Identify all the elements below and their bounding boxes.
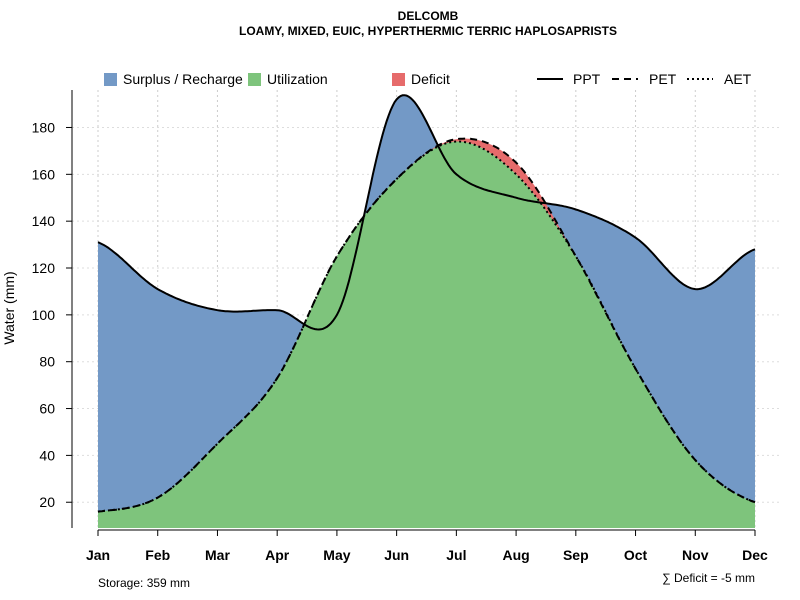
x-tick-label: Sep <box>563 547 589 563</box>
x-tick-label: Feb <box>145 547 170 563</box>
x-tick-label: Jun <box>384 547 409 563</box>
legend: Surplus / Recharge Utilization Deficit P… <box>104 71 752 87</box>
legend-swatch-deficit <box>392 73 405 86</box>
chart-subtitle: LOAMY, MIXED, EUIC, HYPERTHERMIC TERRIC … <box>239 24 617 38</box>
storage-note: Storage: 359 mm <box>98 576 190 590</box>
legend-label-surplus: Surplus / Recharge <box>123 71 243 87</box>
x-tick-label: Aug <box>502 547 529 563</box>
y-tick-label: 160 <box>32 166 56 182</box>
water-balance-lines <box>97 94 756 513</box>
y-tick-label: 100 <box>32 307 56 323</box>
y-tick-label: 180 <box>32 119 56 135</box>
series-line-ppt <box>97 94 756 331</box>
chart-title: DELCOMB <box>398 9 459 23</box>
x-tick-label: May <box>323 547 350 563</box>
legend-label-deficit: Deficit <box>411 71 450 87</box>
deficit-note: ∑ Deficit = -5 mm <box>662 571 755 585</box>
y-tick-label: 60 <box>39 401 55 417</box>
x-tick-label: Jan <box>86 547 110 563</box>
x-tick-label: Dec <box>742 547 768 563</box>
x-tick-label: Mar <box>205 547 230 563</box>
y-tick-label: 140 <box>32 213 56 229</box>
area-utilization <box>98 141 755 528</box>
x-tick-label: Oct <box>624 547 648 563</box>
legend-label-aet: AET <box>724 71 752 87</box>
legend-label-utilization: Utilization <box>267 71 328 87</box>
legend-label-ppt: PPT <box>573 71 601 87</box>
x-tick-label: Nov <box>682 547 709 563</box>
legend-label-pet: PET <box>649 71 677 87</box>
y-axis-label: Water (mm) <box>1 271 17 344</box>
x-tick-label: Jul <box>446 547 466 563</box>
y-tick-label: 80 <box>39 354 55 370</box>
series-line-aet <box>97 140 756 513</box>
legend-swatch-surplus <box>104 73 117 86</box>
y-tick-label: 20 <box>39 494 55 510</box>
x-tick-label: Apr <box>265 547 290 563</box>
water-balance-areas <box>98 95 755 528</box>
legend-swatch-utilization <box>248 73 261 86</box>
y-tick-label: 120 <box>32 260 56 276</box>
axes: 20 40 60 80 100 120 140 160 180 Jan Feb Mar Apr May Ju… <box>32 90 768 563</box>
y-tick-label: 40 <box>39 447 55 463</box>
